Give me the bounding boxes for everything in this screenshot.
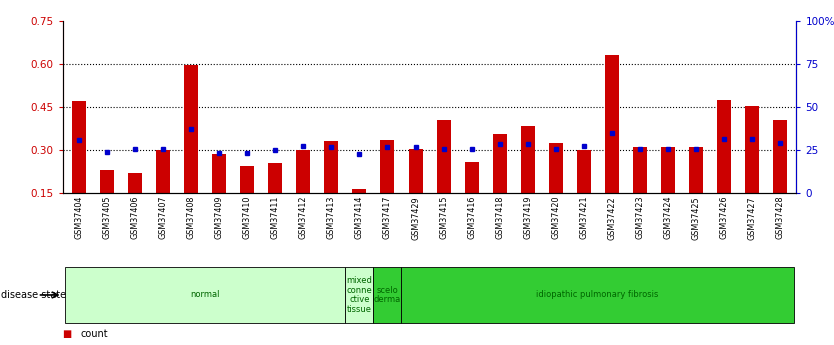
Bar [213, 155, 226, 193]
Bar [184, 65, 198, 193]
Bar [745, 106, 759, 193]
Text: normal: normal [191, 290, 220, 299]
Bar [520, 126, 535, 193]
Bar [576, 150, 590, 193]
Bar [465, 161, 479, 193]
Bar [716, 100, 731, 193]
Text: disease state: disease state [1, 290, 66, 300]
Bar [380, 140, 394, 193]
Bar [269, 163, 283, 193]
Bar [493, 134, 506, 193]
Text: idiopathic pulmonary fibrosis: idiopathic pulmonary fibrosis [536, 290, 659, 299]
Text: ■: ■ [63, 329, 72, 339]
Bar [324, 141, 339, 193]
Bar [689, 147, 702, 193]
Bar [633, 147, 646, 193]
FancyBboxPatch shape [374, 267, 401, 323]
Bar [772, 120, 786, 193]
FancyBboxPatch shape [345, 267, 374, 323]
Text: scelo
derma: scelo derma [374, 286, 401, 304]
FancyBboxPatch shape [65, 267, 345, 323]
Bar [436, 120, 450, 193]
Bar [409, 149, 423, 193]
Bar [605, 55, 619, 193]
Bar [353, 189, 366, 193]
FancyBboxPatch shape [401, 267, 794, 323]
Bar [157, 150, 170, 193]
Bar [661, 147, 675, 193]
Bar [100, 170, 114, 193]
Bar [128, 173, 143, 193]
Bar [73, 101, 87, 193]
Bar [296, 150, 310, 193]
Text: count: count [81, 329, 108, 339]
Text: mixed
conne
ctive
tissue: mixed conne ctive tissue [347, 276, 373, 314]
Bar [240, 166, 254, 193]
Bar [549, 143, 563, 193]
